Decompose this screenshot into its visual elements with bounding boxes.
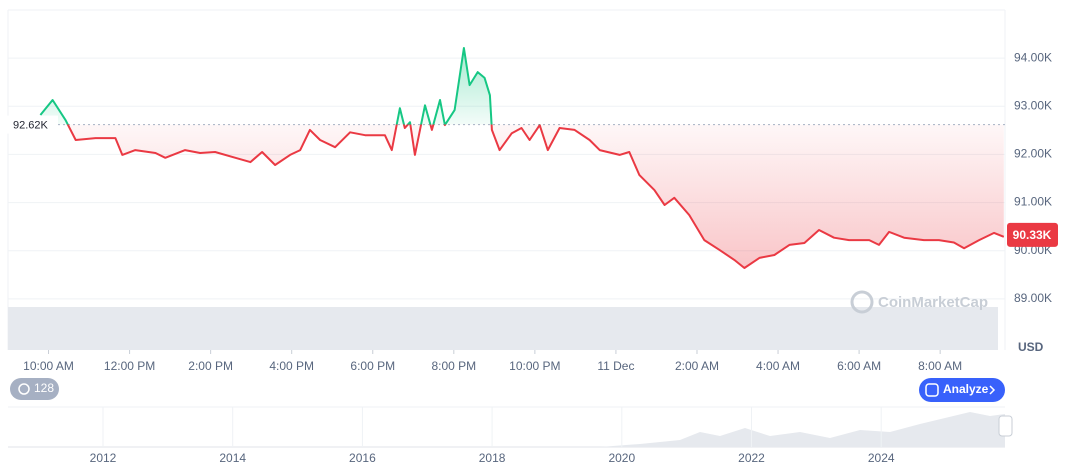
volume-area: [8, 307, 998, 350]
analyze-bg: [919, 378, 1005, 402]
current-label-bg: [1007, 222, 1058, 247]
x-tick-label: 10:00 AM: [23, 359, 74, 373]
watermark-text: CoinMarketCap: [878, 294, 988, 311]
area-fill: [40, 48, 1004, 268]
x-tick-label: 10:00 PM: [509, 359, 560, 373]
price-line: [39, 47, 1005, 269]
currency-label: USD: [1018, 340, 1044, 354]
analyze-text: Analyze: [943, 382, 989, 396]
x-tick-label: 8:00 PM: [431, 359, 476, 373]
baseline-label: 92.62K: [13, 119, 49, 131]
navigator-year: 2018: [479, 451, 506, 465]
y-tick-label: 92.00K: [1014, 147, 1052, 161]
x-tick-label: 8:00 AM: [918, 359, 962, 373]
badge-icon: [18, 383, 30, 395]
x-tick-label: 4:00 AM: [756, 359, 800, 373]
analyze-button[interactable]: Analyze: [919, 378, 1005, 402]
badge[interactable]: 128: [10, 378, 59, 400]
y-tick-label: 89.00K: [1014, 291, 1052, 305]
x-tick-label: 4:00 PM: [269, 359, 314, 373]
badge-bg: [10, 378, 59, 400]
x-tick-label: 6:00 AM: [837, 359, 881, 373]
navigator-year: 2016: [349, 451, 376, 465]
y-tick-label: 93.00K: [1014, 98, 1052, 112]
badge-text: 128: [34, 381, 54, 395]
plot: 89.00K90.00K91.00K92.00K93.00K94.00K10:0…: [6, 47, 1058, 373]
navigator-year: 2024: [868, 451, 895, 465]
navigator-year: 2020: [608, 451, 635, 465]
x-tick-label: 11 Dec: [597, 359, 634, 373]
navigator-year: 2014: [219, 451, 246, 465]
x-tick-label: 12:00 PM: [104, 359, 155, 373]
watermark: CoinMarketCap: [850, 290, 988, 314]
x-tick-label: 6:00 PM: [350, 359, 395, 373]
navigator: [8, 406, 1013, 448]
analyze-chevron: [989, 385, 996, 395]
navigator-year: 2022: [738, 451, 765, 465]
current-label: 90.33K: [1013, 228, 1052, 242]
baseline-label-bg: [6, 115, 58, 134]
x-tick-label: 2:00 AM: [675, 359, 719, 373]
y-tick-label: 94.00K: [1014, 50, 1052, 64]
navigator-year: 2012: [90, 451, 117, 465]
x-tick-label: 2:00 PM: [188, 359, 233, 373]
navigator-years: 2012 2014 2016 2018 2020 2022 2024: [90, 407, 895, 465]
y-tick-label: 91.00K: [1014, 195, 1052, 209]
analyze-icon: [925, 383, 939, 397]
